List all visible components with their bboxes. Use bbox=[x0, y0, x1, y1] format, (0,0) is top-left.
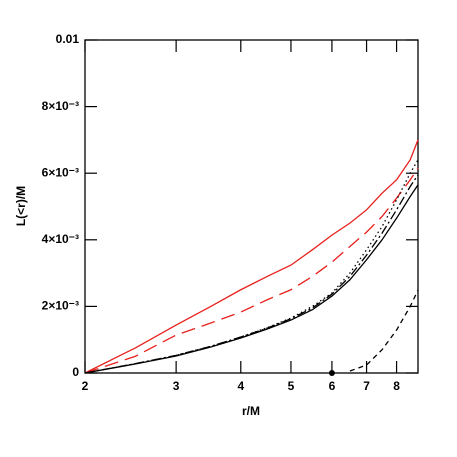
y-tick-label: 4×10⁻³ bbox=[42, 232, 79, 246]
y-tick-label: 0 bbox=[72, 365, 79, 379]
y-axis-label: L(<r)/M bbox=[14, 186, 28, 226]
x-tick-label: 3 bbox=[173, 379, 180, 393]
y-tick-label: 0.01 bbox=[56, 32, 80, 46]
series-line bbox=[84, 139, 419, 374]
series-line bbox=[84, 174, 419, 374]
point-marker bbox=[328, 370, 335, 376]
series-line bbox=[349, 289, 419, 372]
y-tick-label: 2×10⁻³ bbox=[42, 299, 79, 313]
x-tick-label: 8 bbox=[393, 379, 400, 393]
plot-frame bbox=[84, 39, 419, 374]
x-tick-label: 5 bbox=[288, 379, 295, 393]
x-tick-label: 6 bbox=[329, 379, 336, 393]
series-line bbox=[84, 184, 419, 374]
series-line bbox=[84, 167, 419, 374]
x-tick-label: 4 bbox=[237, 379, 244, 393]
x-tick-label: 2 bbox=[82, 379, 89, 393]
series-line bbox=[84, 159, 419, 374]
x-tick-label: 7 bbox=[363, 379, 370, 393]
y-tick-label: 8×10⁻³ bbox=[42, 99, 79, 113]
y-tick-label: 6×10⁻³ bbox=[42, 165, 79, 179]
x-axis-label: r/M bbox=[242, 404, 260, 418]
